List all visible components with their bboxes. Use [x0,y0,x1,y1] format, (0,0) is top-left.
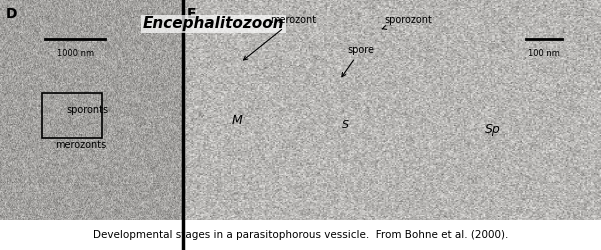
Text: sporonts: sporonts [66,105,108,115]
Text: sporozont: sporozont [382,15,433,29]
Text: Sp: Sp [485,124,501,136]
Text: 1000 nm: 1000 nm [56,49,94,58]
Text: 100 nm: 100 nm [528,49,560,58]
Text: M: M [232,114,243,126]
Bar [42,92,102,138]
Text: Encephalitozoon: Encephalitozoon [142,16,284,31]
Text: S: S [342,120,349,130]
Text: merozonts: merozonts [55,140,107,150]
Text: spore: spore [342,45,374,77]
Text: merozont: merozont [243,15,317,60]
Text: E: E [186,8,196,22]
Bar [0,220,601,250]
Text: D: D [6,8,17,22]
Text: Developmental stages in a parasitophorous vessicle.  From Bohne et al. (2000).: Developmental stages in a parasitophorou… [93,230,508,240]
